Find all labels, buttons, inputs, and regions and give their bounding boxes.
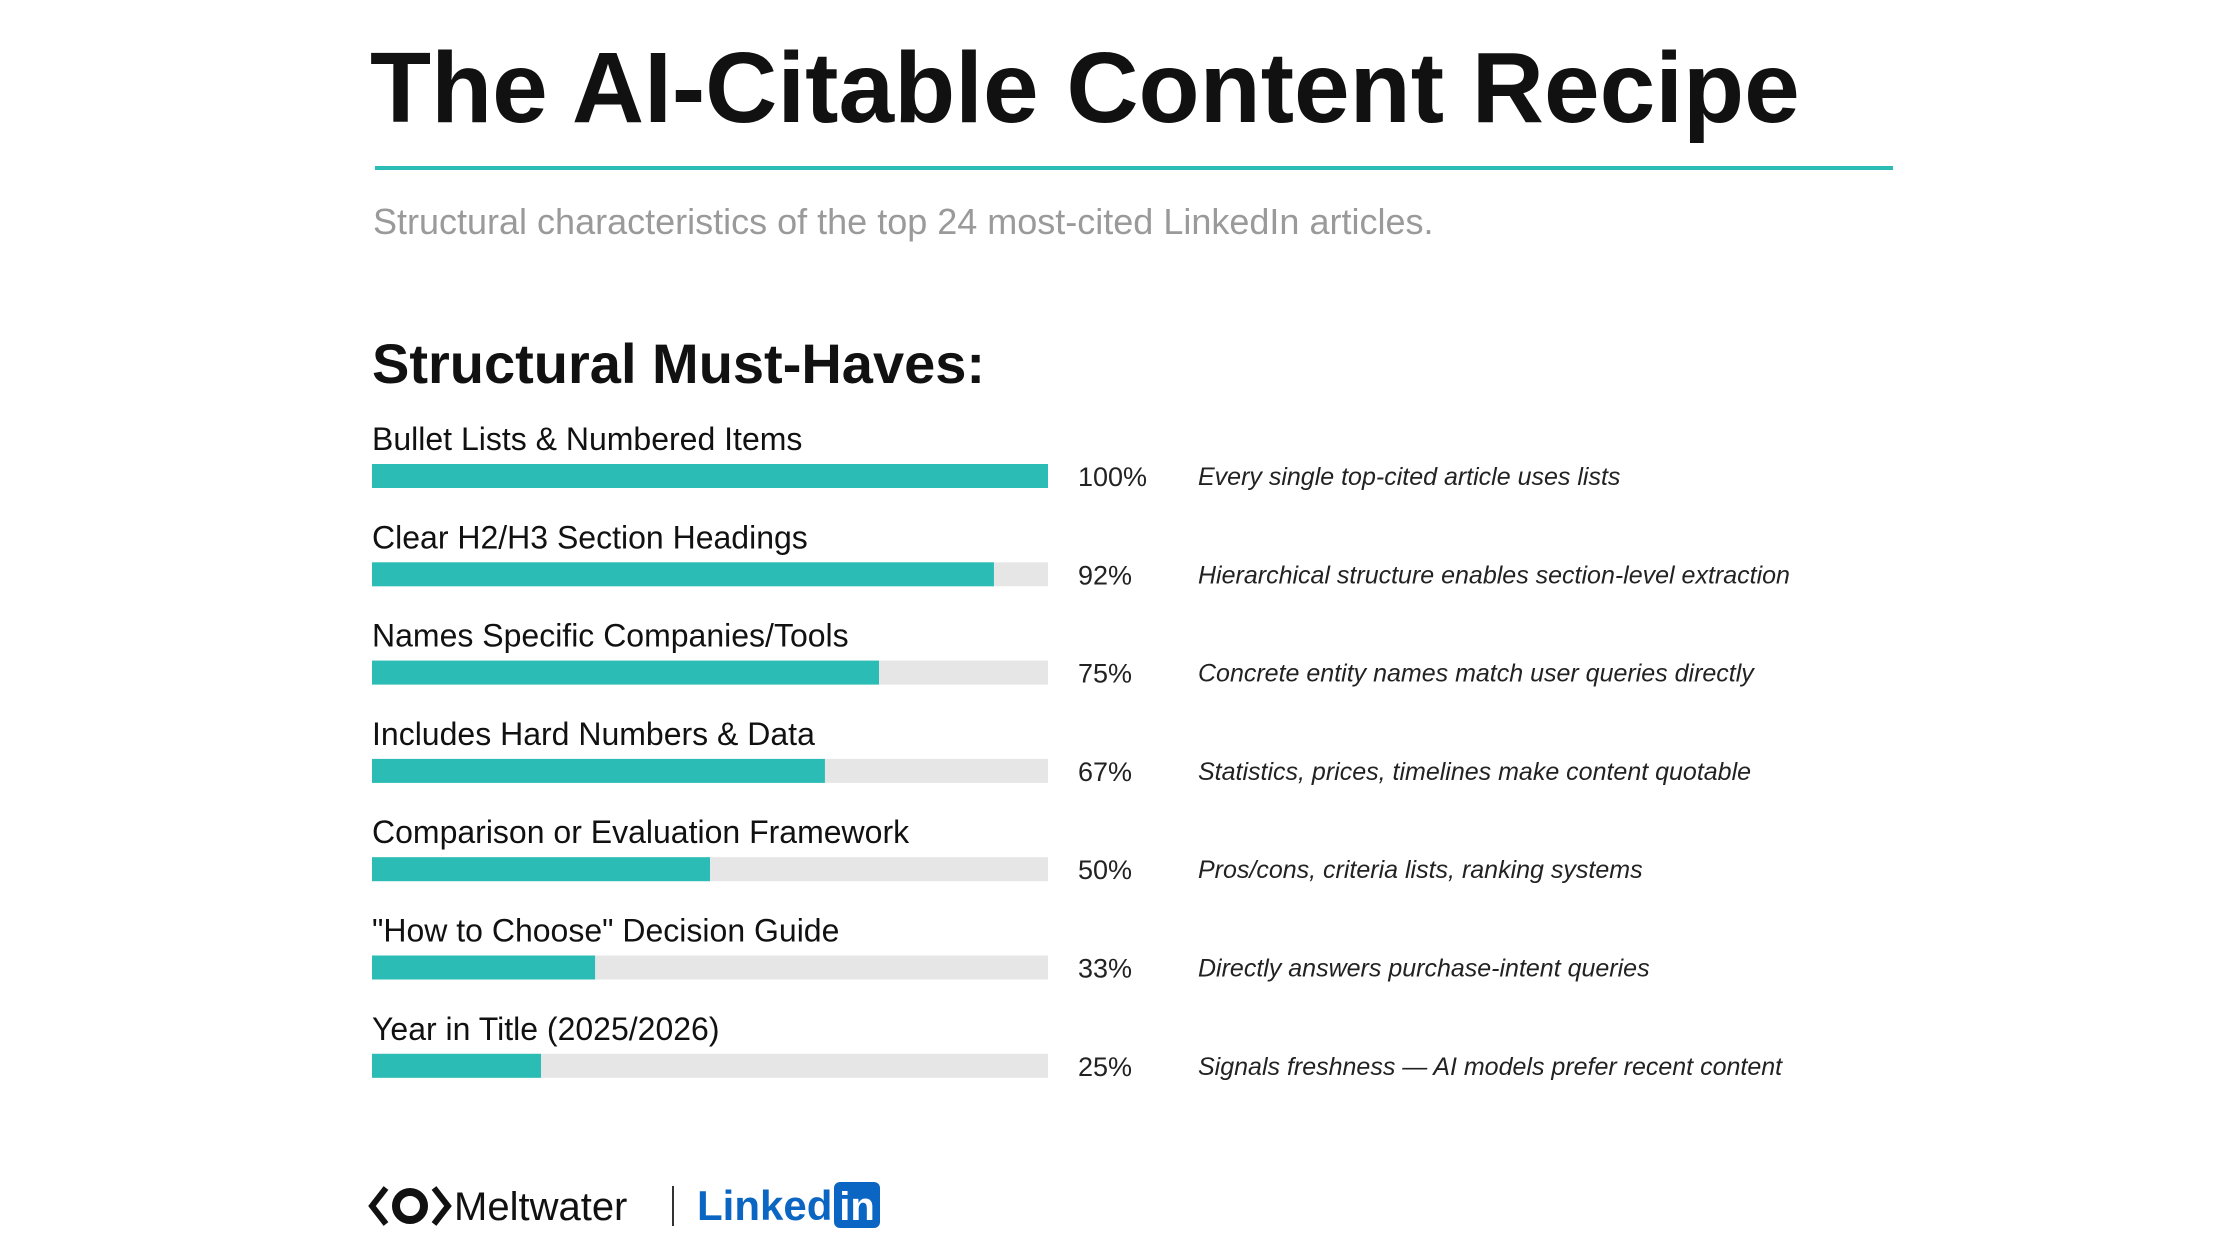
footer-logos: Meltwater Linked in [368,1182,880,1229]
value-label: 33% [1078,954,1132,984]
bar [372,758,825,783]
bar [372,857,710,882]
bar [372,1053,541,1078]
value-label: 50% [1078,855,1132,885]
value-label: 75% [1078,659,1132,689]
linkedin-wordmark: Linked [697,1182,832,1229]
annotation: Pros/cons, criteria lists, ranking syste… [1198,856,1643,884]
bar-label: Comparison or Evaluation Framework [372,814,910,850]
bar [372,464,1048,488]
subtitle: Structural characteristics of the top 24… [373,201,1433,242]
annotation: Every single top-cited article uses list… [1198,463,1620,491]
meltwater-icon [368,1186,452,1226]
annotation: Hierarchical structure enables section-l… [1198,561,1790,589]
value-label: 67% [1078,757,1132,787]
bar-label: Includes Hard Numbers & Data [372,716,815,752]
value-label: 100% [1078,462,1147,492]
annotation: Signals freshness — AI models prefer rec… [1198,1053,1783,1081]
annotation: Directly answers purchase-intent queries [1198,955,1650,983]
logo-divider [672,1186,674,1226]
section-title: Structural Must-Haves: [372,332,985,395]
value-label: 25% [1078,1052,1132,1082]
chart-title: The AI-Citable Content Recipe [370,32,1800,144]
bar [372,660,879,685]
bar [372,955,596,980]
bar-label: Bullet Lists & Numbered Items [372,421,802,457]
bar-label: "How to Choose" Decision Guide [372,913,839,949]
annotation: Concrete entity names match user queries… [1198,660,1755,688]
linkedin-in: in [839,1185,875,1229]
value-label: 92% [1078,560,1132,590]
annotation: Statistics, prices, timelines make conte… [1198,758,1751,786]
title-rule [375,166,1893,170]
bar-label: Names Specific Companies/Tools [372,618,849,654]
bar-label: Clear H2/H3 Section Headings [372,519,808,555]
bar-label: Year in Title (2025/2026) [372,1011,720,1047]
linkedin-badge [834,1182,880,1228]
bar [372,562,994,587]
meltwater-wordmark: Meltwater [454,1185,627,1229]
